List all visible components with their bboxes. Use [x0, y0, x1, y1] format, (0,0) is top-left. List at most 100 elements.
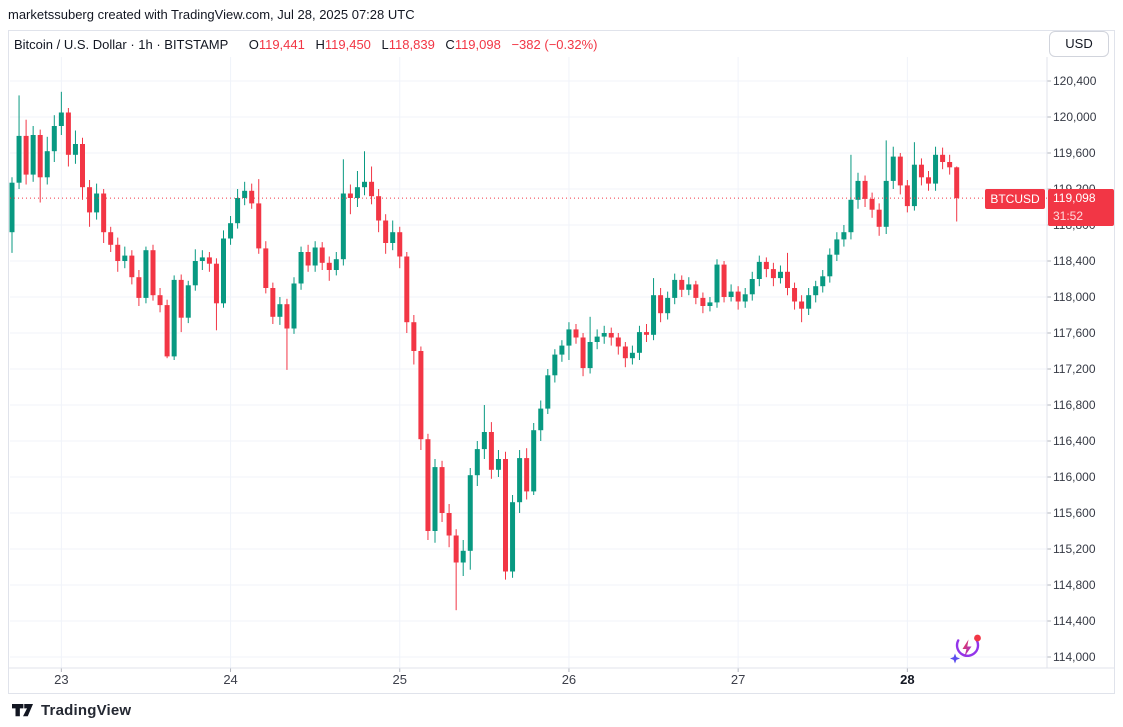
candle-up	[291, 283, 297, 329]
price-tick-label: 115,200	[1053, 542, 1096, 556]
candle-up	[228, 223, 234, 239]
spark-boost-icon[interactable]	[948, 629, 986, 667]
candle-down	[157, 295, 163, 306]
candle-up	[460, 550, 466, 563]
candle-down	[263, 248, 269, 288]
candle-up	[890, 156, 896, 181]
candle-up	[933, 154, 939, 184]
candle-up	[742, 294, 748, 302]
brand-name: TradingView	[41, 701, 132, 719]
candle-up	[756, 261, 762, 279]
candle-down	[735, 291, 741, 302]
high-label: H	[315, 37, 325, 52]
candle-up	[911, 164, 917, 207]
time-tick-label: 27	[730, 672, 746, 687]
candle-up	[517, 458, 523, 503]
candle-up	[333, 259, 339, 270]
candle-up	[806, 295, 812, 309]
candle-up	[707, 302, 713, 306]
candle-up	[192, 261, 198, 286]
candle-down	[136, 277, 142, 298]
candle-down	[792, 288, 798, 302]
candle-down	[799, 301, 805, 309]
price-tick-label: 118,000	[1053, 290, 1096, 304]
low-value: 118,839	[388, 37, 435, 52]
candle-down	[947, 162, 953, 168]
price-tick-label: 116,000	[1053, 470, 1096, 484]
candle-up	[820, 276, 826, 287]
candle-down	[376, 196, 382, 221]
candle-up	[94, 193, 100, 213]
candle-up	[340, 193, 346, 260]
candle-up	[728, 291, 734, 297]
high-value: 119,450	[324, 37, 371, 52]
price-tick-label: 117,600	[1053, 326, 1096, 340]
candle-down	[693, 284, 699, 298]
candle-down	[524, 458, 530, 492]
candle-down	[23, 135, 29, 175]
ohlc-values: O119,441 H119,450 L118,839 C119,098 −382…	[242, 37, 598, 52]
candle-up	[538, 408, 544, 431]
candle-up	[686, 284, 692, 290]
candle-up	[481, 432, 487, 450]
candle-up	[601, 333, 607, 337]
candle-up	[171, 279, 177, 357]
candle-down	[65, 112, 71, 155]
chart-legend: Bitcoin / U.S. Dollar · 1h · BITSTAMP O1…	[14, 33, 597, 57]
candle-down	[115, 244, 121, 261]
price-tick-label: 115,600	[1053, 506, 1096, 520]
price-tick-label: 116,800	[1053, 398, 1096, 412]
candle-down	[397, 232, 403, 257]
candle-up	[51, 126, 57, 152]
candle-down	[347, 193, 353, 198]
candle-up	[827, 254, 833, 277]
candle-up	[298, 252, 304, 284]
open-value: 119,441	[258, 37, 305, 52]
candle-up	[277, 304, 283, 317]
candle-down	[488, 432, 494, 470]
close-value: 119,098	[454, 37, 501, 52]
candle-down	[926, 177, 931, 184]
candle-up	[594, 336, 600, 342]
time-tick-label: 25	[392, 672, 407, 687]
circular-arrow-icon	[955, 637, 980, 658]
candle-up	[665, 297, 671, 314]
time-tick-label: 24	[223, 672, 238, 687]
candle-up	[312, 247, 318, 266]
candle-up	[185, 285, 191, 318]
close-label: C	[445, 37, 455, 52]
candle-down	[249, 190, 255, 204]
candle-up	[651, 295, 657, 335]
candle-down	[129, 255, 135, 278]
candle-down	[940, 154, 946, 162]
candle-up	[354, 187, 360, 198]
tradingview-logo-icon	[12, 703, 33, 716]
candle-up	[749, 279, 755, 295]
candle-up	[474, 449, 480, 476]
currency-usd-button[interactable]: USD	[1049, 31, 1109, 57]
footer-brand[interactable]: TradingView	[12, 699, 131, 721]
time-tick-label: 23	[54, 672, 69, 687]
candle-down	[418, 351, 424, 440]
candle-down	[284, 304, 290, 329]
candle-down	[383, 220, 389, 243]
candle-down	[869, 198, 875, 210]
candle-down	[644, 332, 649, 335]
candle-up	[714, 264, 720, 303]
candle-down	[763, 261, 769, 270]
price-tick-label: 120,400	[1053, 74, 1097, 88]
symbol-title[interactable]: Bitcoin / U.S. Dollar · 1h · BITSTAMP	[14, 37, 229, 52]
candle-down	[658, 295, 664, 314]
candle-up	[242, 190, 248, 198]
candle-down	[918, 164, 924, 178]
candle-down	[101, 193, 107, 233]
candle-up	[629, 352, 635, 359]
candle-up	[122, 255, 128, 261]
low-label: L	[381, 37, 389, 52]
candle-up	[495, 459, 501, 470]
price-tick-label: 119,600	[1053, 146, 1096, 160]
price-tick-label: 116,400	[1053, 434, 1096, 448]
candle-up	[221, 238, 226, 304]
candle-up	[587, 342, 593, 369]
